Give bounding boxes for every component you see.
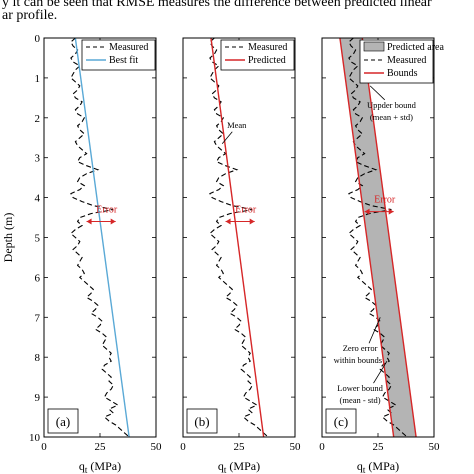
error-arrowhead <box>86 218 92 225</box>
error-annotation: Error <box>374 195 396 206</box>
error-arrowhead <box>225 218 231 225</box>
lower-bound-leader <box>373 360 388 384</box>
panel-c: 0 25 50 qt (MPa) (c) Predicted area Measured Bo… <box>319 37 444 474</box>
annotation-text: Zero error <box>343 343 378 353</box>
error-annotation: Error <box>96 205 118 216</box>
y-tick-label: 9 <box>35 392 41 404</box>
panel-label: (b) <box>194 414 209 429</box>
y-tick-label: 8 <box>35 352 41 364</box>
error-arrowhead <box>388 208 394 215</box>
y-tick-label: 3 <box>35 153 41 165</box>
annotation-text: (mean + std) <box>370 112 413 122</box>
annotation-text: Lower bound <box>337 383 383 393</box>
legend-box <box>81 39 156 71</box>
legend-label: Predicted area <box>387 42 444 53</box>
x-tick-label: 50 <box>290 441 302 453</box>
x-tick-label: 50 <box>429 441 441 453</box>
caption-line-1: y it can be seen that RMSE measures the … <box>2 0 432 10</box>
caption-line-2: ar profile. <box>2 8 58 23</box>
legend-swatch-area <box>363 41 385 52</box>
y-tick-label: 4 <box>35 193 41 205</box>
annotation-text: within bounds <box>334 355 382 365</box>
x-axis-label: qt (MPa) <box>218 459 260 474</box>
legend-label: Measured <box>109 42 148 53</box>
y-tick-label: 7 <box>35 312 41 324</box>
x-tick-label: 25 <box>234 441 246 453</box>
annotation-text: Uppder bound <box>367 100 417 110</box>
x-tick-label: 0 <box>319 441 325 453</box>
x-tick-label: 25 <box>373 441 385 453</box>
y-tick-label: 0 <box>35 33 41 45</box>
error-arrowhead <box>249 218 255 225</box>
upper-bound-leader <box>369 85 385 101</box>
legend-label: Best fit <box>109 55 138 66</box>
legend-label: Measured <box>387 55 426 66</box>
legend-box <box>220 39 295 71</box>
mean-leader <box>221 131 233 144</box>
error-annotation: Error <box>235 205 257 216</box>
legend-label: Bounds <box>387 68 418 79</box>
measured-line <box>70 37 130 438</box>
legend-label: Measured <box>248 42 287 53</box>
axes-frame <box>43 37 157 438</box>
y-axis-label: Depth (m) <box>1 213 15 263</box>
upper-bound-line <box>361 37 417 438</box>
legend-label: Predicted <box>248 55 286 66</box>
x-tick-label: 25 <box>95 441 107 453</box>
zero-error-leader <box>368 317 381 344</box>
x-tick-label: 50 <box>151 441 163 453</box>
predicted-area <box>339 38 417 437</box>
y-tick-label: 6 <box>35 272 41 284</box>
y-tick-label: 5 <box>35 233 41 245</box>
caption-text: y it can be seen that RMSE measures the … <box>0 0 474 22</box>
y-tick-label: 2 <box>35 113 41 125</box>
panel-b: 0 25 50 qt (MPa) (b) Measured Predicted Mean Err… <box>180 37 302 474</box>
panel-label-box <box>186 408 218 434</box>
panel-label: (a) <box>56 414 70 429</box>
panel-label: (c) <box>334 414 348 429</box>
x-axis-label: qt (MPa) <box>357 459 399 474</box>
error-arrowhead <box>364 208 370 215</box>
x-axis-label: qt (MPa) <box>79 459 121 474</box>
predicted-line <box>210 37 265 438</box>
x-tick-label: 0 <box>41 441 47 453</box>
annotation-text: Mean <box>227 120 247 130</box>
panel-label-box <box>325 408 357 434</box>
y-tick-label: 10 <box>29 432 41 444</box>
annotation-text: (mean - std) <box>340 395 381 405</box>
x-tick-label: 0 <box>180 441 186 453</box>
axes-frame <box>182 37 296 438</box>
lower-bound-line <box>339 37 395 438</box>
y-tick-label: 1 <box>35 73 41 85</box>
panel-label-box <box>47 408 79 434</box>
error-arrowhead <box>110 218 116 225</box>
best-fit-line <box>74 37 130 438</box>
